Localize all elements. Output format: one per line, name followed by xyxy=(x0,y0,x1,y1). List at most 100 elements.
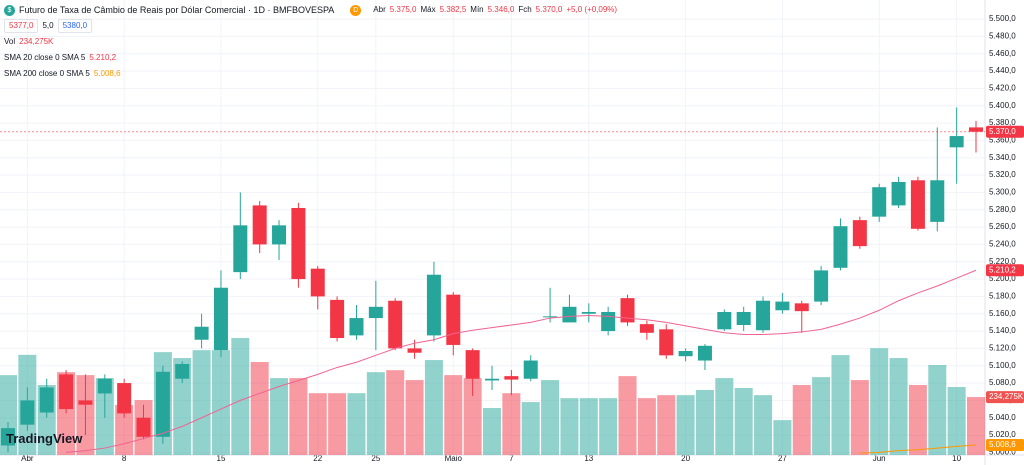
sma20-value: 5.210,2 xyxy=(89,53,117,62)
candle-body xyxy=(814,270,829,302)
y-tick-label: 5.160,0 xyxy=(989,309,1016,318)
y-tick-label: 5.140,0 xyxy=(989,326,1016,335)
y-tick-label: 5.100,0 xyxy=(989,361,1016,370)
y-tick-label: 5.440,0 xyxy=(989,66,1016,75)
volume-bar xyxy=(386,370,405,455)
spread: 5,0 xyxy=(42,21,54,30)
candle-body xyxy=(407,348,422,353)
volume-bar xyxy=(579,398,598,455)
candle-body xyxy=(175,364,190,379)
x-tick-label: Abr xyxy=(21,454,34,463)
candle-body xyxy=(39,387,54,413)
sma-line xyxy=(859,444,977,454)
x-tick-label: 15 xyxy=(217,454,226,463)
candle-body xyxy=(523,360,538,379)
y-tick-label: 5.080,0 xyxy=(989,378,1016,387)
badge: D xyxy=(350,4,362,16)
candle-body xyxy=(97,378,112,394)
y-tick-label: 5.020,0 xyxy=(989,430,1016,439)
x-tick-label: 20 xyxy=(681,454,690,463)
y-tick-label: 5.500,0 xyxy=(989,14,1016,23)
volume-bar xyxy=(250,362,269,455)
ohlc-key: Abr xyxy=(373,5,386,14)
volume-bar xyxy=(366,372,385,455)
volume-bar xyxy=(695,389,714,455)
vol-legend: Vol 234,275K xyxy=(4,34,617,50)
ohlc-key: Mín xyxy=(470,5,484,14)
y-tick-label: 5.260,0 xyxy=(989,222,1016,231)
price-tag-label: 234,275K xyxy=(989,392,1024,401)
volume-bar xyxy=(192,350,211,455)
sma20-legend: SMA 20 close 0 SMA 5 5.210,2 xyxy=(4,50,617,66)
candle-body xyxy=(117,383,132,414)
candle-body xyxy=(1,428,15,446)
volume-bar xyxy=(715,378,734,455)
volume-bar xyxy=(231,338,250,455)
x-tick-label: 13 xyxy=(584,454,593,463)
x-tick-label: Jun xyxy=(873,454,886,463)
candle-body xyxy=(775,301,790,311)
candle-body xyxy=(291,208,306,280)
candle-body xyxy=(891,182,906,206)
candle-body xyxy=(794,303,809,312)
volume-bar xyxy=(599,398,618,455)
x-tick-label: 25 xyxy=(371,454,380,463)
volume-bar xyxy=(211,350,230,455)
y-tick-label: 5.220,0 xyxy=(989,257,1016,266)
ohlc: Abr 5.375,0 Máx 5.382,5 Mín 5.346,0 Fch 5.370,0 xyxy=(373,2,562,18)
price-tag-label: 5.370,0 xyxy=(989,127,1016,136)
candle-body xyxy=(446,294,461,345)
volume-bar xyxy=(812,377,831,455)
candle-body xyxy=(59,374,74,410)
volume-bar xyxy=(967,397,985,455)
logo: TradingView xyxy=(6,431,83,446)
ohlc-key: Fch xyxy=(518,5,532,14)
x-tick-label: Maio xyxy=(445,454,463,463)
candle-body xyxy=(272,225,287,245)
volume-bar xyxy=(308,393,327,455)
y-tick-label: 5.480,0 xyxy=(989,32,1016,41)
candle-body xyxy=(213,287,228,351)
candle-body xyxy=(601,312,616,332)
price-tag xyxy=(986,438,1024,451)
x-tick-label: 10 xyxy=(952,454,961,463)
vol-name: Vol xyxy=(4,37,16,46)
y-tick-label: 5.460,0 xyxy=(989,49,1016,58)
volume-bar xyxy=(328,393,347,455)
candle-body xyxy=(620,298,635,323)
y-tick-label: 5.200,0 xyxy=(989,274,1016,283)
y-tick-label: 5.320,0 xyxy=(989,170,1016,179)
candle-body xyxy=(910,180,925,229)
candle-body xyxy=(310,268,325,297)
candle-body xyxy=(388,300,403,349)
price-tag xyxy=(986,264,1024,277)
candle-body xyxy=(949,136,964,148)
y-tick-label: 5.380,0 xyxy=(989,118,1016,127)
price-tag xyxy=(986,125,1024,138)
buy-button[interactable]: 5380,0 xyxy=(57,19,93,33)
legend: $ Futuro de Taxa de Câmbio de Reais por … xyxy=(4,2,617,82)
volume-bar xyxy=(483,408,501,455)
y-tick-label: 5.000,0 xyxy=(989,448,1016,457)
volume-bar xyxy=(870,348,889,455)
volume-bar xyxy=(502,393,521,455)
volume-bar xyxy=(928,364,947,455)
candle-body xyxy=(543,316,558,318)
vol-value: 234,275K xyxy=(19,37,54,46)
volume-bar xyxy=(734,387,753,455)
sell-button[interactable]: 5377,0 xyxy=(4,19,39,33)
x-tick-label: 27 xyxy=(778,454,787,463)
candle-body xyxy=(581,312,596,314)
candle-body xyxy=(872,187,887,217)
volume-bar xyxy=(424,360,443,455)
candle-body xyxy=(736,312,751,325)
volume-bar xyxy=(463,378,482,455)
candle-body xyxy=(678,351,693,357)
volume-bar xyxy=(405,380,424,455)
chart-title: Futuro de Taxa de Câmbio de Reais por Dó… xyxy=(19,5,335,15)
volume-bar xyxy=(754,395,773,455)
title-row: $ Futuro de Taxa de Câmbio de Reais por … xyxy=(4,2,617,18)
volume-bar xyxy=(773,420,792,455)
price-tag-label: 5.008,6 xyxy=(989,440,1016,449)
